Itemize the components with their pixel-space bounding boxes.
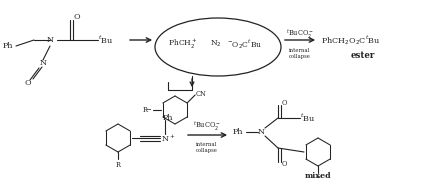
Text: $^t$BuCO$_2^-$: $^t$BuCO$_2^-$: [286, 27, 314, 40]
Text: PhCH$_2^+$: PhCH$_2^+$: [168, 37, 198, 51]
Text: $^{-}$O$_2$C$^t$Bu: $^{-}$O$_2$C$^t$Bu: [227, 37, 262, 51]
Text: mixed
diacylamine: mixed diacylamine: [291, 172, 345, 178]
Text: N$_2$: N$_2$: [210, 39, 222, 49]
Text: internal
collapse: internal collapse: [289, 48, 311, 59]
Text: N: N: [40, 59, 46, 67]
Text: Ph: Ph: [163, 114, 173, 122]
Text: $^t$Bu: $^t$Bu: [300, 112, 315, 124]
Text: Ph: Ph: [233, 128, 244, 136]
Text: R: R: [315, 175, 320, 178]
Text: CN: CN: [196, 90, 207, 98]
Text: N: N: [258, 128, 265, 136]
Text: Ph: Ph: [3, 42, 14, 50]
Text: PhCH$_2$O$_2$C$^t$Bu: PhCH$_2$O$_2$C$^t$Bu: [321, 33, 380, 47]
Text: ester: ester: [351, 51, 375, 59]
Text: O: O: [282, 99, 287, 107]
Text: R─: R─: [143, 106, 152, 114]
Text: N$^+$: N$^+$: [161, 132, 176, 144]
Text: $^t$BuCO$_2^-$: $^t$BuCO$_2^-$: [193, 119, 221, 132]
Text: O: O: [74, 13, 81, 21]
Text: internal
collapse: internal collapse: [196, 142, 218, 153]
Text: $^t$Bu: $^t$Bu: [98, 34, 113, 46]
Text: O: O: [282, 160, 287, 168]
Text: N: N: [46, 36, 54, 44]
Text: O: O: [25, 79, 31, 87]
Text: R: R: [116, 161, 121, 169]
